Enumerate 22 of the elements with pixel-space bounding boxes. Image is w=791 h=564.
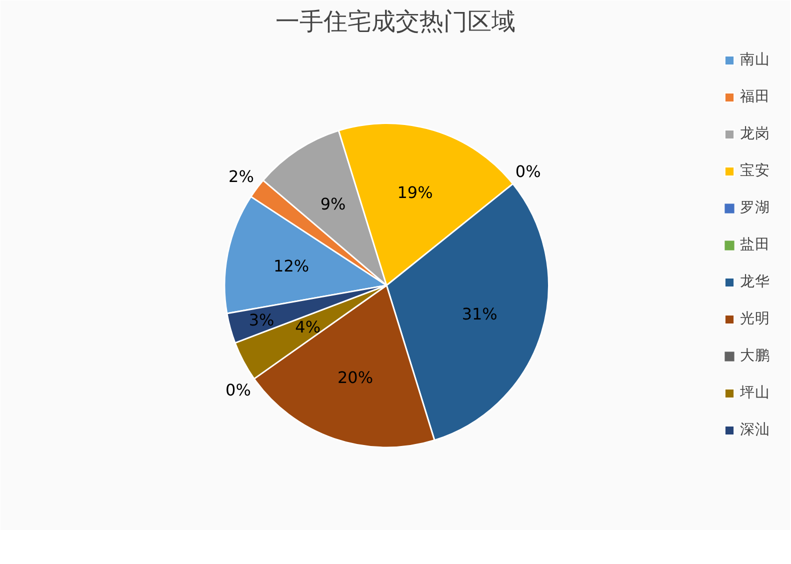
data-label: 12% [274, 256, 310, 276]
legend-label: 盐田 [740, 235, 770, 254]
data-label: 9% [320, 194, 346, 214]
text: 0% [515, 162, 541, 182]
data-label: 19% [397, 182, 433, 202]
legend-label: 坪山 [740, 383, 770, 402]
legend-label: 宝安 [740, 161, 770, 180]
legend-label: 龙岗 [740, 124, 770, 143]
legend-label: 大鹏 [740, 346, 770, 365]
data-label: 3% [248, 310, 274, 330]
legend-label: 南山 [740, 50, 770, 69]
data-label: 31% [462, 304, 498, 324]
legend-label: 龙华 [740, 272, 770, 291]
legend-label: 深汕 [740, 420, 770, 439]
legend-label: 福田 [740, 87, 770, 106]
data-label: 2% [228, 167, 254, 186]
data-label: 4% [295, 318, 321, 337]
chart-title: 一手住宅成交热门区域 [276, 8, 516, 36]
text: 0% [226, 380, 251, 400]
legend-label: 罗湖 [740, 198, 770, 217]
legend-label: 光明 [740, 309, 770, 328]
data-label: 20% [337, 368, 374, 387]
